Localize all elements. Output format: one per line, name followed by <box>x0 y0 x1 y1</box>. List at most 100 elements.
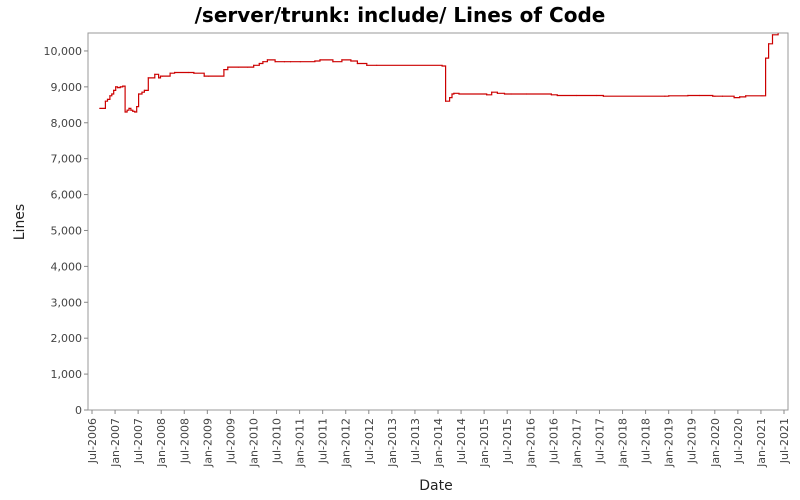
x-tick-label: Jan-2021 <box>755 418 768 468</box>
data-point <box>491 91 493 93</box>
data-point <box>299 61 301 63</box>
data-point <box>237 66 239 68</box>
data-point <box>99 107 101 109</box>
data-point <box>208 75 210 77</box>
data-point <box>258 62 260 65</box>
x-tick-label: Jan-2013 <box>386 418 399 468</box>
x-tick-label: Jul-2007 <box>132 418 145 464</box>
plot-area <box>87 32 789 411</box>
x-tick-label: Jul-2006 <box>86 418 99 464</box>
data-point <box>283 61 285 63</box>
data-point <box>668 95 670 97</box>
y-tick-label: 2,000 <box>51 332 83 345</box>
x-tick-label: Jul-2021 <box>778 418 791 464</box>
data-point <box>760 95 762 97</box>
data-point <box>128 107 130 109</box>
y-tick-label: 1,000 <box>51 368 83 381</box>
x-tick-label: Jan-2020 <box>709 418 722 468</box>
x-axis: Jul-2006 Jan-2007 Jul-2007 Jan-2008 Jul-2008… <box>86 410 791 468</box>
data-point <box>115 86 117 88</box>
x-tick-label: Jan-2014 <box>432 418 445 468</box>
data-point <box>106 98 109 100</box>
data-point <box>765 57 767 59</box>
data-point <box>174 71 176 74</box>
data-point <box>124 111 126 113</box>
data-point <box>159 75 162 77</box>
x-tick-label: Jan-2010 <box>247 418 260 468</box>
data-point <box>356 62 358 65</box>
data-point <box>132 110 134 112</box>
data-point <box>777 33 779 35</box>
data-point <box>109 95 111 97</box>
data-point <box>134 111 136 113</box>
x-tick-label: Jan-2012 <box>340 418 353 468</box>
data-point <box>247 66 249 68</box>
data-point <box>117 87 119 89</box>
data-point <box>714 95 716 97</box>
data-point <box>510 93 512 95</box>
data-point <box>266 59 268 61</box>
data-point <box>441 65 443 67</box>
x-tick-label: Jul-2019 <box>686 418 699 464</box>
x-tick-label: Jan-2009 <box>201 418 214 468</box>
y-tick-label: 10,000 <box>44 45 83 58</box>
series-group <box>99 33 779 113</box>
data-point <box>136 106 138 108</box>
data-point <box>445 100 447 102</box>
data-point <box>712 95 714 97</box>
x-tick-label: Jan-2016 <box>524 418 537 468</box>
y-tick-label: 4,000 <box>51 260 83 273</box>
data-point <box>147 77 149 79</box>
x-tick-label: Jul-2020 <box>732 418 745 464</box>
y-tick-label: 9,000 <box>51 81 83 94</box>
data-point <box>111 93 113 95</box>
data-point <box>122 85 124 87</box>
data-point <box>496 92 498 94</box>
data-point <box>227 66 229 68</box>
data-point <box>341 59 343 61</box>
x-tick-label: Jul-2010 <box>271 418 284 464</box>
data-point <box>556 94 558 97</box>
data-point <box>733 97 735 99</box>
y-tick-label: 7,000 <box>51 153 83 166</box>
y-axis: 0 1,000 2,000 3,000 4,000 5,000 6,000 7,000 8,00… <box>44 45 88 417</box>
data-point <box>289 61 292 63</box>
x-axis-title: Date <box>419 478 452 494</box>
data-point <box>169 72 171 74</box>
data-point <box>138 93 140 95</box>
data-point <box>253 64 255 66</box>
y-axis-title: Lines <box>12 204 28 240</box>
y-tick-label: 0 <box>75 404 82 417</box>
data-point <box>119 86 121 88</box>
x-tick-label: Jul-2012 <box>363 418 376 464</box>
x-tick-label: Jan-2011 <box>294 418 307 468</box>
x-tick-label: Jul-2009 <box>224 418 237 464</box>
data-point <box>596 94 598 97</box>
data-point <box>376 64 378 66</box>
data-point <box>768 43 770 45</box>
data-point <box>130 109 132 111</box>
data-point <box>721 95 724 97</box>
x-tick-label: Jan-2018 <box>617 418 630 468</box>
data-point <box>314 60 316 62</box>
data-point <box>453 92 455 94</box>
x-tick-label: Jul-2018 <box>640 418 653 464</box>
data-point <box>262 61 264 63</box>
data-point <box>687 94 689 97</box>
data-point <box>698 94 701 97</box>
data-point <box>143 89 145 91</box>
x-tick-label: Jan-2015 <box>478 418 491 468</box>
data-point <box>274 61 276 63</box>
data-point <box>762 95 764 97</box>
y-tick-label: 8,000 <box>51 117 83 130</box>
y-tick-label: 5,000 <box>51 224 83 237</box>
x-tick-label: Jul-2015 <box>501 418 514 464</box>
data-point <box>458 93 460 95</box>
data-point <box>503 93 506 95</box>
data-point <box>203 75 205 77</box>
data-point <box>451 93 453 95</box>
x-tick-label: Jan-2008 <box>155 418 168 468</box>
data-point <box>739 96 741 98</box>
data-point <box>332 61 334 63</box>
